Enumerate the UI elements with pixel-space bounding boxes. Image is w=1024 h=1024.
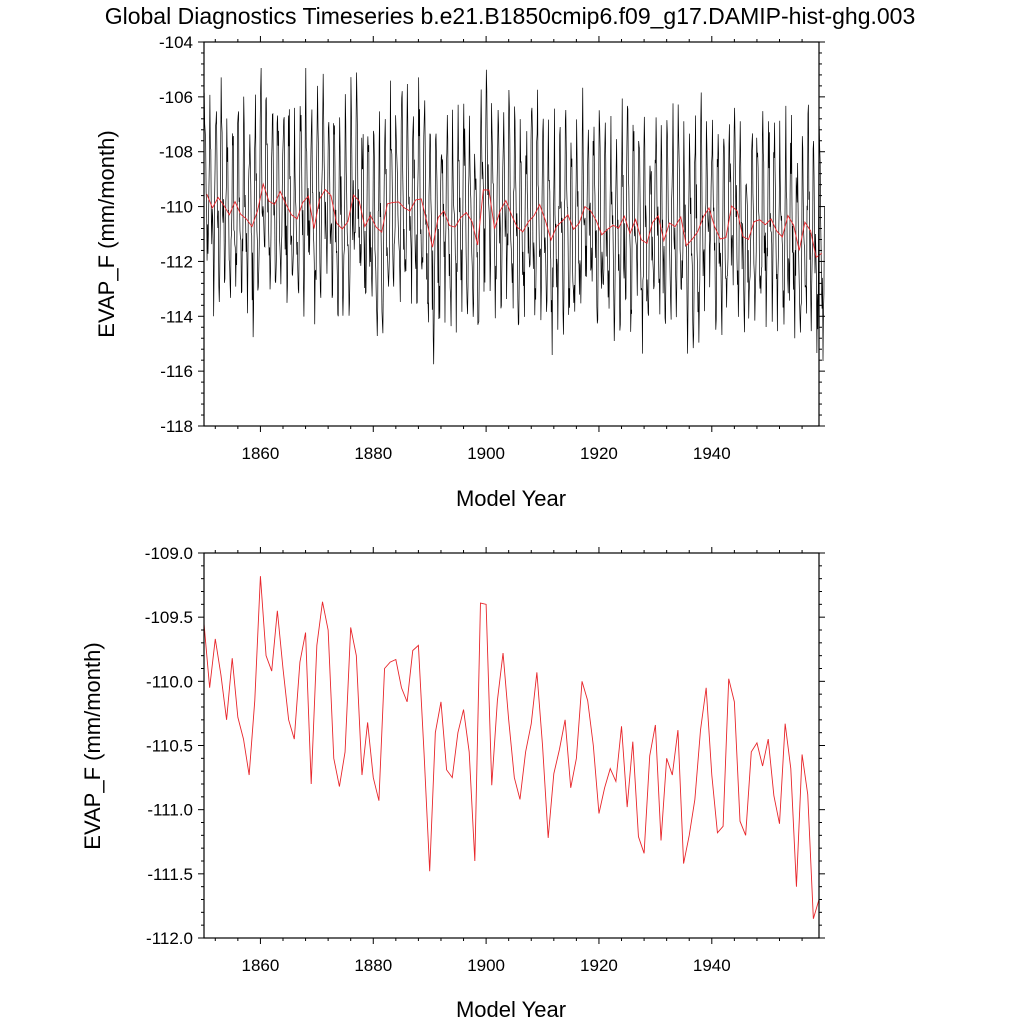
bottom-y-tick-label: -110.5: [146, 737, 193, 756]
top-panel: -118 -116 -114 -112 -110 -108 -106 -104 1860 188…: [94, 33, 825, 511]
bottom-y-tick-label: -111.0: [147, 801, 193, 820]
top-y-tick-label: -108: [159, 143, 193, 162]
top-annual-series: [206, 182, 823, 259]
top-y-tick-label: -114: [160, 307, 193, 326]
bottom-y-axis: -112.0 -111.5 -111.0 -110.5 -110.0 -109.5 -109…: [145, 544, 825, 948]
top-x-axis-title: Model Year: [456, 486, 566, 511]
bottom-x-tick-label: 1940: [693, 956, 731, 975]
top-y-axis: -118 -116 -114 -112 -110 -108 -106 -104: [159, 33, 825, 436]
top-y-tick-label: -118: [160, 417, 193, 436]
top-annual-line: [206, 182, 823, 259]
top-x-axis: 1860 1880 1900 1920 1940: [214, 36, 803, 463]
top-y-tick-label: -106: [159, 88, 193, 107]
bottom-annual-series: [203, 576, 820, 919]
top-y-tick-label: -116: [160, 362, 193, 381]
bottom-y-tick-label: -110.0: [146, 672, 193, 691]
bottom-y-tick-label: -109.5: [145, 608, 193, 627]
bottom-y-tick-label: -109.0: [145, 544, 193, 563]
top-x-tick-label: 1880: [354, 444, 392, 463]
bottom-x-axis-title: Model Year: [456, 997, 566, 1022]
bottom-x-tick-label: 1920: [580, 956, 618, 975]
top-y-axis-title: EVAP_F (mm/month): [94, 130, 119, 337]
top-y-tick-label: -110: [160, 198, 193, 217]
bottom-x-tick-label: 1880: [354, 956, 392, 975]
bottom-y-tick-label: -112.0: [146, 929, 193, 948]
bottom-x-tick-label: 1860: [242, 956, 280, 975]
top-y-tick-label: -112: [160, 252, 193, 271]
top-plot-frame: [203, 41, 820, 427]
bottom-y-tick-label: -111.5: [147, 865, 193, 884]
top-monthly-series: [203, 68, 825, 365]
top-monthly-line: [203, 68, 825, 365]
top-y-tick-label: -104: [159, 33, 193, 52]
bottom-annual-line: [203, 576, 820, 919]
top-x-tick-label: 1860: [242, 444, 280, 463]
bottom-y-axis-title: EVAP_F (mm/month): [80, 642, 105, 849]
top-x-tick-label: 1900: [467, 444, 505, 463]
top-x-tick-label: 1920: [580, 444, 618, 463]
figure-title: Global Diagnostics Timeseries b.e21.B185…: [105, 3, 916, 29]
bottom-panel: -112.0 -111.5 -111.0 -110.5 -110.0 -109.5 -109…: [80, 544, 825, 1022]
bottom-x-axis: 1860 1880 1900 1920 1940: [214, 547, 803, 975]
bottom-x-tick-label: 1900: [467, 956, 505, 975]
top-x-tick-label: 1940: [693, 444, 731, 463]
